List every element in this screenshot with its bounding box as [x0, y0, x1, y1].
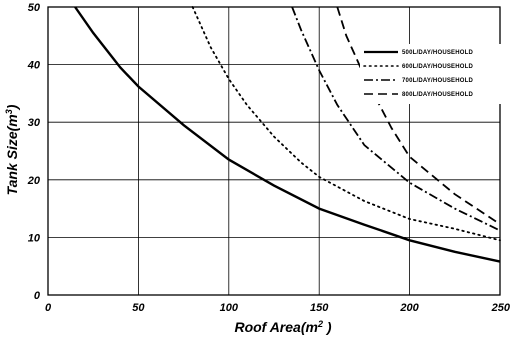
x-tick-label: 150 — [310, 302, 329, 314]
y-axis-title: Tank Size(m3) — [4, 104, 20, 195]
y-tick-label: 50 — [28, 2, 41, 14]
y-tick-label: 0 — [34, 290, 41, 302]
x-tick-labels: 0 50 100 150 200 250 — [45, 302, 510, 314]
y-tick-label: 40 — [27, 60, 41, 72]
x-tick-label: 200 — [399, 302, 419, 314]
legend: 500L/DAY/HOUSEHOLD 600L/DAY/HOUSEHOLD 700L… — [360, 44, 502, 104]
series-line-1 — [74, 6, 501, 263]
y-tick-label: 10 — [28, 232, 41, 244]
x-tick-label: 100 — [220, 302, 239, 314]
x-tick-label: 50 — [132, 302, 145, 314]
legend-label-1: 500L/DAY/HOUSEHOLD — [402, 50, 474, 56]
legend-label-4: 800L/DAY/HOUSEHOLD — [402, 92, 474, 98]
y-tick-label: 30 — [28, 117, 41, 129]
y-tick-label: 20 — [27, 175, 41, 187]
x-tick-label: 250 — [491, 302, 510, 314]
series-lines — [74, 6, 501, 263]
x-tick-label: 0 — [45, 302, 52, 314]
legend-label-2: 600L/DAY/HOUSEHOLD — [402, 64, 474, 70]
series-line-2 — [191, 6, 501, 242]
plot-frame — [47, 6, 501, 296]
series-line-4 — [336, 6, 501, 225]
x-axis-title: Roof Area(m2 ) — [234, 319, 331, 335]
legend-label-3: 700L/DAY/HOUSEHOLD — [402, 78, 474, 84]
series-line-3 — [291, 6, 501, 232]
y-tick-labels: 0 10 20 30 40 50 — [27, 2, 41, 302]
